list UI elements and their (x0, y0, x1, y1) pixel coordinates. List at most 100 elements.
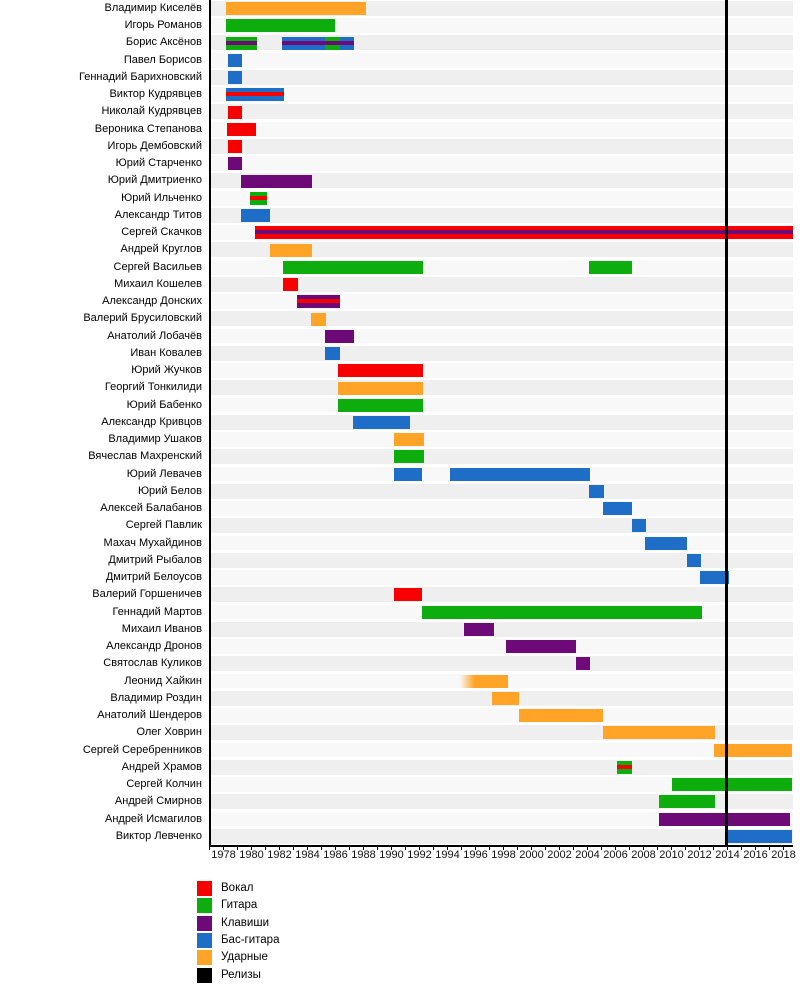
row-band (210, 828, 793, 844)
axis-tick-label: 1980 (239, 849, 264, 861)
member-name-label: Иван Ковалев (130, 346, 202, 359)
member-tenure-bar (226, 36, 258, 50)
member-tenure-bar (450, 467, 591, 481)
legend-item: Ударные (197, 950, 268, 966)
row-band (210, 414, 793, 430)
axis-tick (279, 846, 281, 850)
member-tenure-bar (241, 209, 270, 223)
member-tenure-bar (338, 398, 423, 412)
legend-swatch-keys (197, 915, 212, 931)
member-tenure-bar (460, 674, 508, 688)
member-name-label: Михаил Иванов (121, 622, 202, 635)
member-tenure-bar (464, 622, 494, 636)
row-band (210, 242, 793, 258)
axis-tick (461, 846, 463, 850)
member-tenure-bar (506, 640, 577, 654)
row-band (210, 708, 793, 723)
member-name-label: Андрей Храмов (121, 760, 202, 773)
axis-tick (405, 846, 407, 850)
axis-tick-label: 2010 (659, 849, 684, 861)
member-name-label: Валерий Брусиловский (83, 312, 202, 325)
member-name-label: Олег Ховрин (136, 726, 202, 739)
member-tenure-bar (602, 502, 633, 516)
member-name-label: Анатолий Лобачёв (107, 329, 202, 342)
member-name-label: Александр Дронов (106, 640, 202, 653)
member-tenure-bar (686, 553, 701, 567)
axis-tick-label: 1990 (379, 849, 404, 861)
row-band (210, 35, 793, 51)
axis-tick (671, 846, 673, 850)
axis-tick (419, 846, 421, 850)
row-band (210, 587, 793, 603)
secondary-role-stripe (250, 195, 267, 200)
legend-swatch-bass (197, 932, 212, 948)
member-name-label: Виктор Левченко (115, 829, 202, 842)
row-band (210, 311, 793, 327)
legend-label: Релизы (221, 968, 261, 981)
axis-tick (727, 846, 729, 850)
member-tenure-bar (699, 571, 729, 585)
row-band (210, 207, 793, 223)
member-tenure-bar (226, 2, 367, 16)
member-name-label: Геннадий Мартов (112, 605, 202, 618)
member-tenure-bar (518, 709, 603, 723)
axis-tick (643, 846, 645, 850)
member-tenure-bar (227, 157, 242, 171)
axis-tick (587, 846, 589, 850)
member-name-label: Владимир Роздин (110, 691, 202, 704)
row-band (210, 759, 793, 775)
legend-label: Гитара (221, 899, 258, 912)
row-band (210, 777, 793, 792)
row-band (210, 69, 793, 85)
row-band (210, 483, 793, 499)
legend-item: Вокал (197, 881, 253, 896)
member-name-label: Александр Титов (114, 208, 202, 221)
member-tenure-bar (394, 450, 424, 464)
axis-tick (769, 846, 771, 850)
member-tenure-bar (394, 467, 423, 481)
row-band (210, 328, 793, 344)
row-band (210, 449, 793, 465)
axis-tick (433, 846, 435, 850)
axis-tick (265, 846, 267, 850)
member-tenure-bar (338, 364, 423, 378)
member-tenure-bar (394, 588, 423, 602)
axis-tick (209, 846, 211, 850)
row-band (210, 52, 793, 68)
member-name-label: Вероника Степанова (94, 122, 202, 135)
row-band (210, 87, 793, 103)
member-name-label: Юрий Белов (137, 484, 202, 497)
axis-tick-label: 2008 (631, 849, 656, 861)
axis-tick-label: 1994 (435, 849, 460, 861)
member-name-label: Владимир Ушаков (108, 433, 202, 446)
axis-tick-label: 2012 (687, 849, 712, 861)
member-name-label: Вячеслав Махренский (88, 450, 202, 463)
member-name-label: Владимир Киселёв (104, 2, 202, 14)
member-tenure-bar (226, 88, 284, 102)
axis-tick (363, 846, 365, 850)
member-name-label: Игорь Романов (124, 19, 202, 32)
member-name-label: Юрий Ильченко (121, 191, 202, 204)
axis-tick (321, 846, 323, 850)
member-name-label: Валерий Горшеничев (92, 588, 202, 601)
row-band (210, 18, 793, 34)
row-band (210, 363, 793, 378)
member-name-label: Андрей Смирнов (114, 795, 202, 808)
row-band (210, 742, 793, 758)
row-band (210, 104, 793, 120)
axis-tick (559, 846, 561, 850)
legend-swatch-releases (197, 967, 212, 983)
axis-tick (629, 846, 631, 850)
member-tenure-bar (422, 605, 703, 619)
row-band (210, 138, 793, 154)
axis-tick-label: 2002 (547, 849, 572, 861)
y-axis-line (208, 0, 211, 847)
member-tenure-bar (727, 829, 792, 843)
member-tenure-bar (241, 174, 312, 188)
member-name-label: Александр Кривцов (101, 415, 202, 428)
row-band (210, 156, 793, 172)
member-name-label: Павел Борисов (123, 53, 202, 66)
secondary-role-stripe (616, 764, 633, 769)
member-name-label: Борис Аксёнов (125, 36, 202, 49)
axis-tick (349, 846, 351, 850)
